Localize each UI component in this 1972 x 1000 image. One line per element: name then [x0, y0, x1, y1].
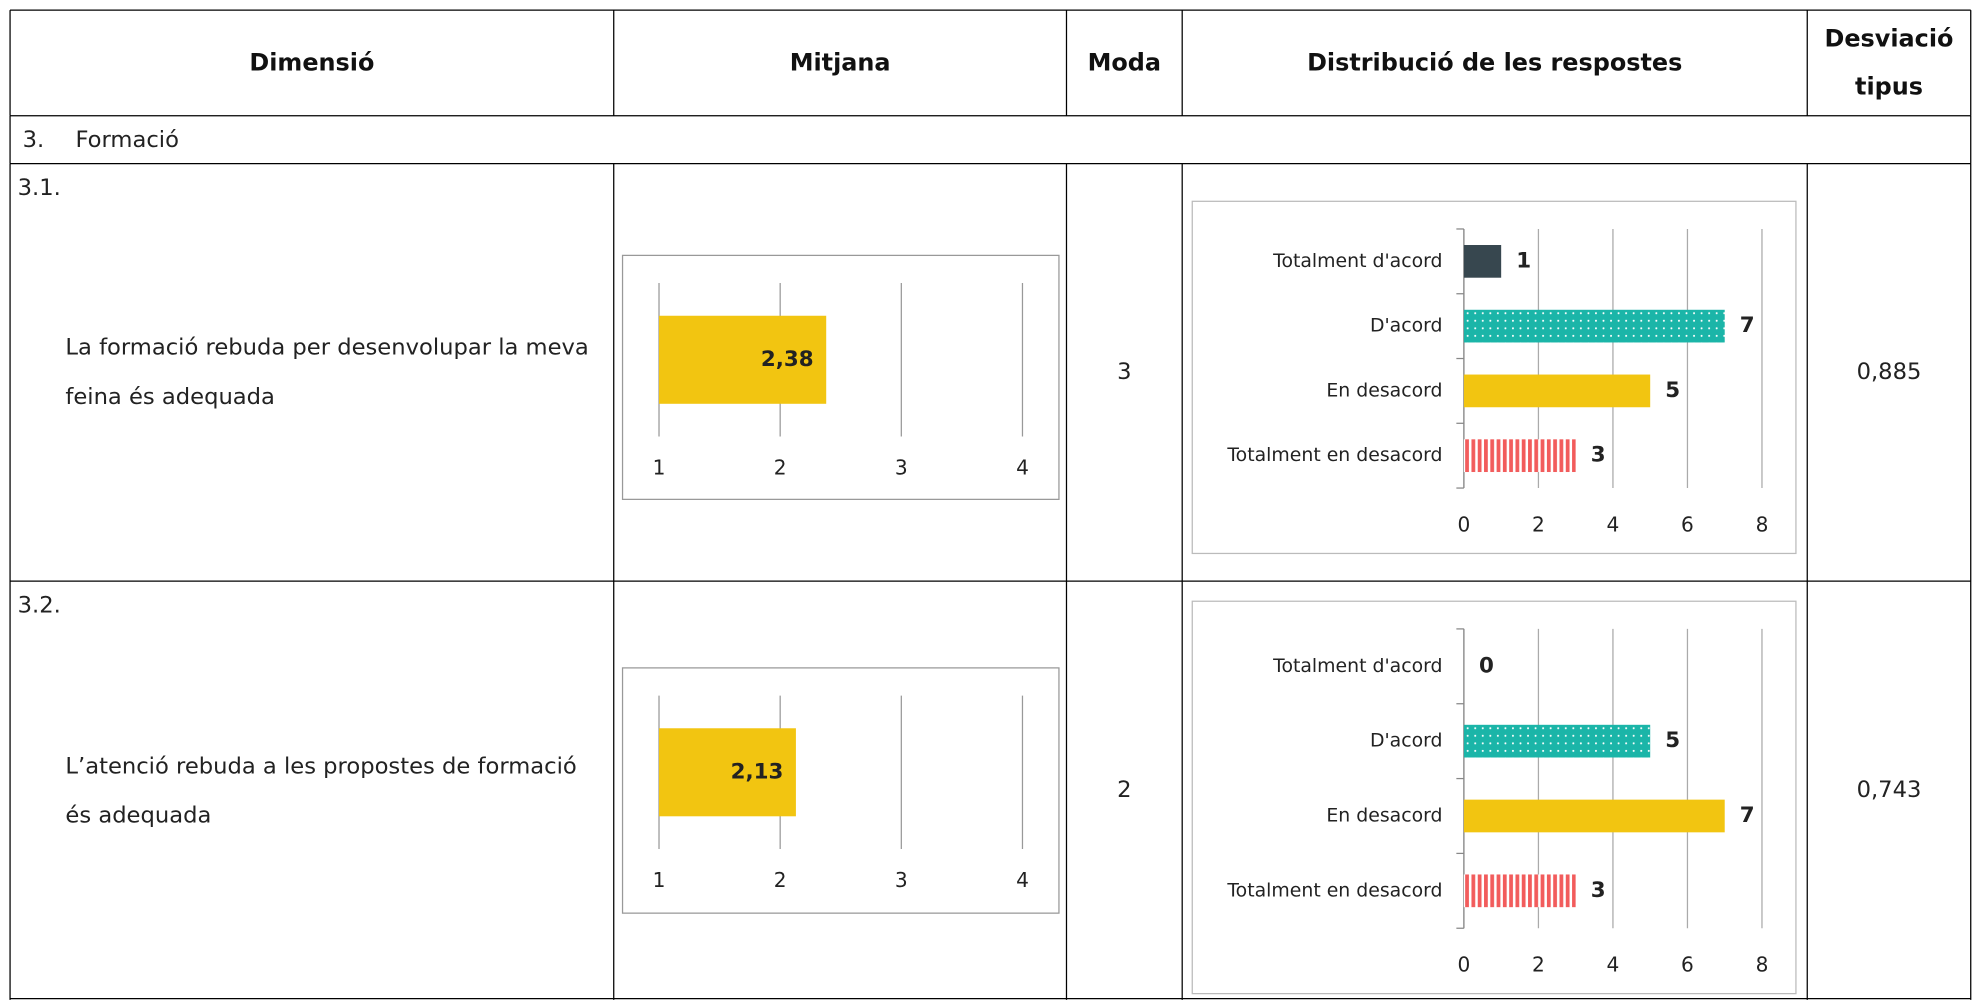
bar	[1463, 874, 1576, 908]
value-label: 7	[1740, 803, 1755, 828]
x-tick-label: 4	[1607, 512, 1620, 536]
section-cell: 3. Formació	[10, 116, 1971, 164]
x-tick-label: 6	[1681, 512, 1694, 536]
category-label: Totalment en desacord	[1226, 879, 1442, 901]
category-label: Totalment d'acord	[1272, 655, 1442, 677]
header-cell: Distribució de les respostes	[1307, 49, 1683, 77]
value-label: 5	[1665, 378, 1680, 403]
x-tick-label: 3	[895, 868, 908, 892]
x-tick-label: 8	[1756, 952, 1769, 976]
item-number: 3.2.	[17, 592, 61, 619]
value-label: 1	[1516, 248, 1531, 273]
category-label: D'acord	[1370, 730, 1443, 752]
x-tick-label: 0	[1458, 952, 1471, 976]
header-text: Desviació tipus	[1824, 25, 1954, 101]
value-label: 0	[1479, 653, 1494, 678]
x-tick-label: 1	[653, 456, 666, 480]
header-text: Mitjana	[789, 49, 891, 77]
bar	[659, 315, 827, 404]
mode: 3	[1117, 359, 1131, 385]
item-text: L’atenció rebuda a les propostes de form…	[65, 752, 577, 829]
bar	[659, 728, 796, 817]
value-label: 7	[1740, 313, 1755, 338]
header-cell: Desviació tipus	[1824, 25, 1954, 101]
header-cell: Mitjana	[789, 49, 891, 77]
category-label: En desacord	[1326, 379, 1442, 401]
x-tick-label: 2	[1532, 512, 1545, 536]
value-label: 2,13	[731, 759, 784, 784]
header-cell: Moda	[1087, 49, 1162, 77]
x-tick-label: 1	[653, 868, 666, 892]
x-tick-label: 8	[1756, 512, 1769, 536]
x-tick-label: 0	[1458, 512, 1471, 536]
section-row: 3. Formació	[10, 116, 1971, 164]
x-tick-label: 4	[1016, 868, 1029, 892]
x-tick-label: 4	[1016, 456, 1029, 480]
dimension-cell: 3.2. L’atenció rebuda a les propostes de …	[10, 581, 614, 1000]
value-label: 2,38	[761, 347, 814, 372]
category-label: Totalment en desacord	[1226, 444, 1442, 466]
header-text: Distribució de les respostes	[1307, 49, 1683, 77]
dimension-cell: 3.1. La formació rebuda per desenvolupar …	[10, 164, 614, 582]
x-tick-label: 6	[1681, 952, 1694, 976]
std-dev: 0,885	[1857, 359, 1922, 385]
dimension: 3.1. La formació rebuda per desenvolupar …	[10, 164, 614, 582]
x-tick-label: 2	[1532, 952, 1545, 976]
chart-frame	[1191, 600, 1797, 995]
value-label: 5	[1665, 728, 1680, 753]
section-number: 3.	[22, 126, 45, 153]
value-label: 3	[1591, 443, 1606, 468]
header-cell: Dimensió	[249, 49, 375, 77]
header-text: Moda	[1087, 49, 1162, 77]
bar	[1463, 309, 1725, 343]
category-label: D'acord	[1370, 315, 1443, 337]
mode: 2	[1117, 777, 1131, 803]
std-dev: 0,743	[1857, 777, 1922, 803]
bar	[1463, 374, 1651, 408]
x-tick-label: 2	[774, 456, 787, 480]
x-tick-label: 2	[774, 868, 787, 892]
item-text: La formació rebuda per desenvolupar la m…	[65, 334, 589, 411]
category-label: Totalment d'acord	[1272, 250, 1442, 272]
section-label: Formació	[75, 126, 179, 153]
category-label: En desacord	[1326, 804, 1442, 826]
bar	[1463, 724, 1651, 758]
item-number: 3.1.	[17, 174, 61, 202]
value-label: 3	[1591, 878, 1606, 903]
x-tick-label: 3	[895, 456, 908, 480]
bar	[1463, 245, 1502, 278]
dimension: 3.2. L’atenció rebuda a les propostes de …	[10, 581, 614, 1000]
header-text: Dimensió	[249, 49, 375, 77]
x-tick-label: 4	[1607, 952, 1620, 976]
bar	[1463, 799, 1725, 833]
bar	[1463, 439, 1576, 473]
